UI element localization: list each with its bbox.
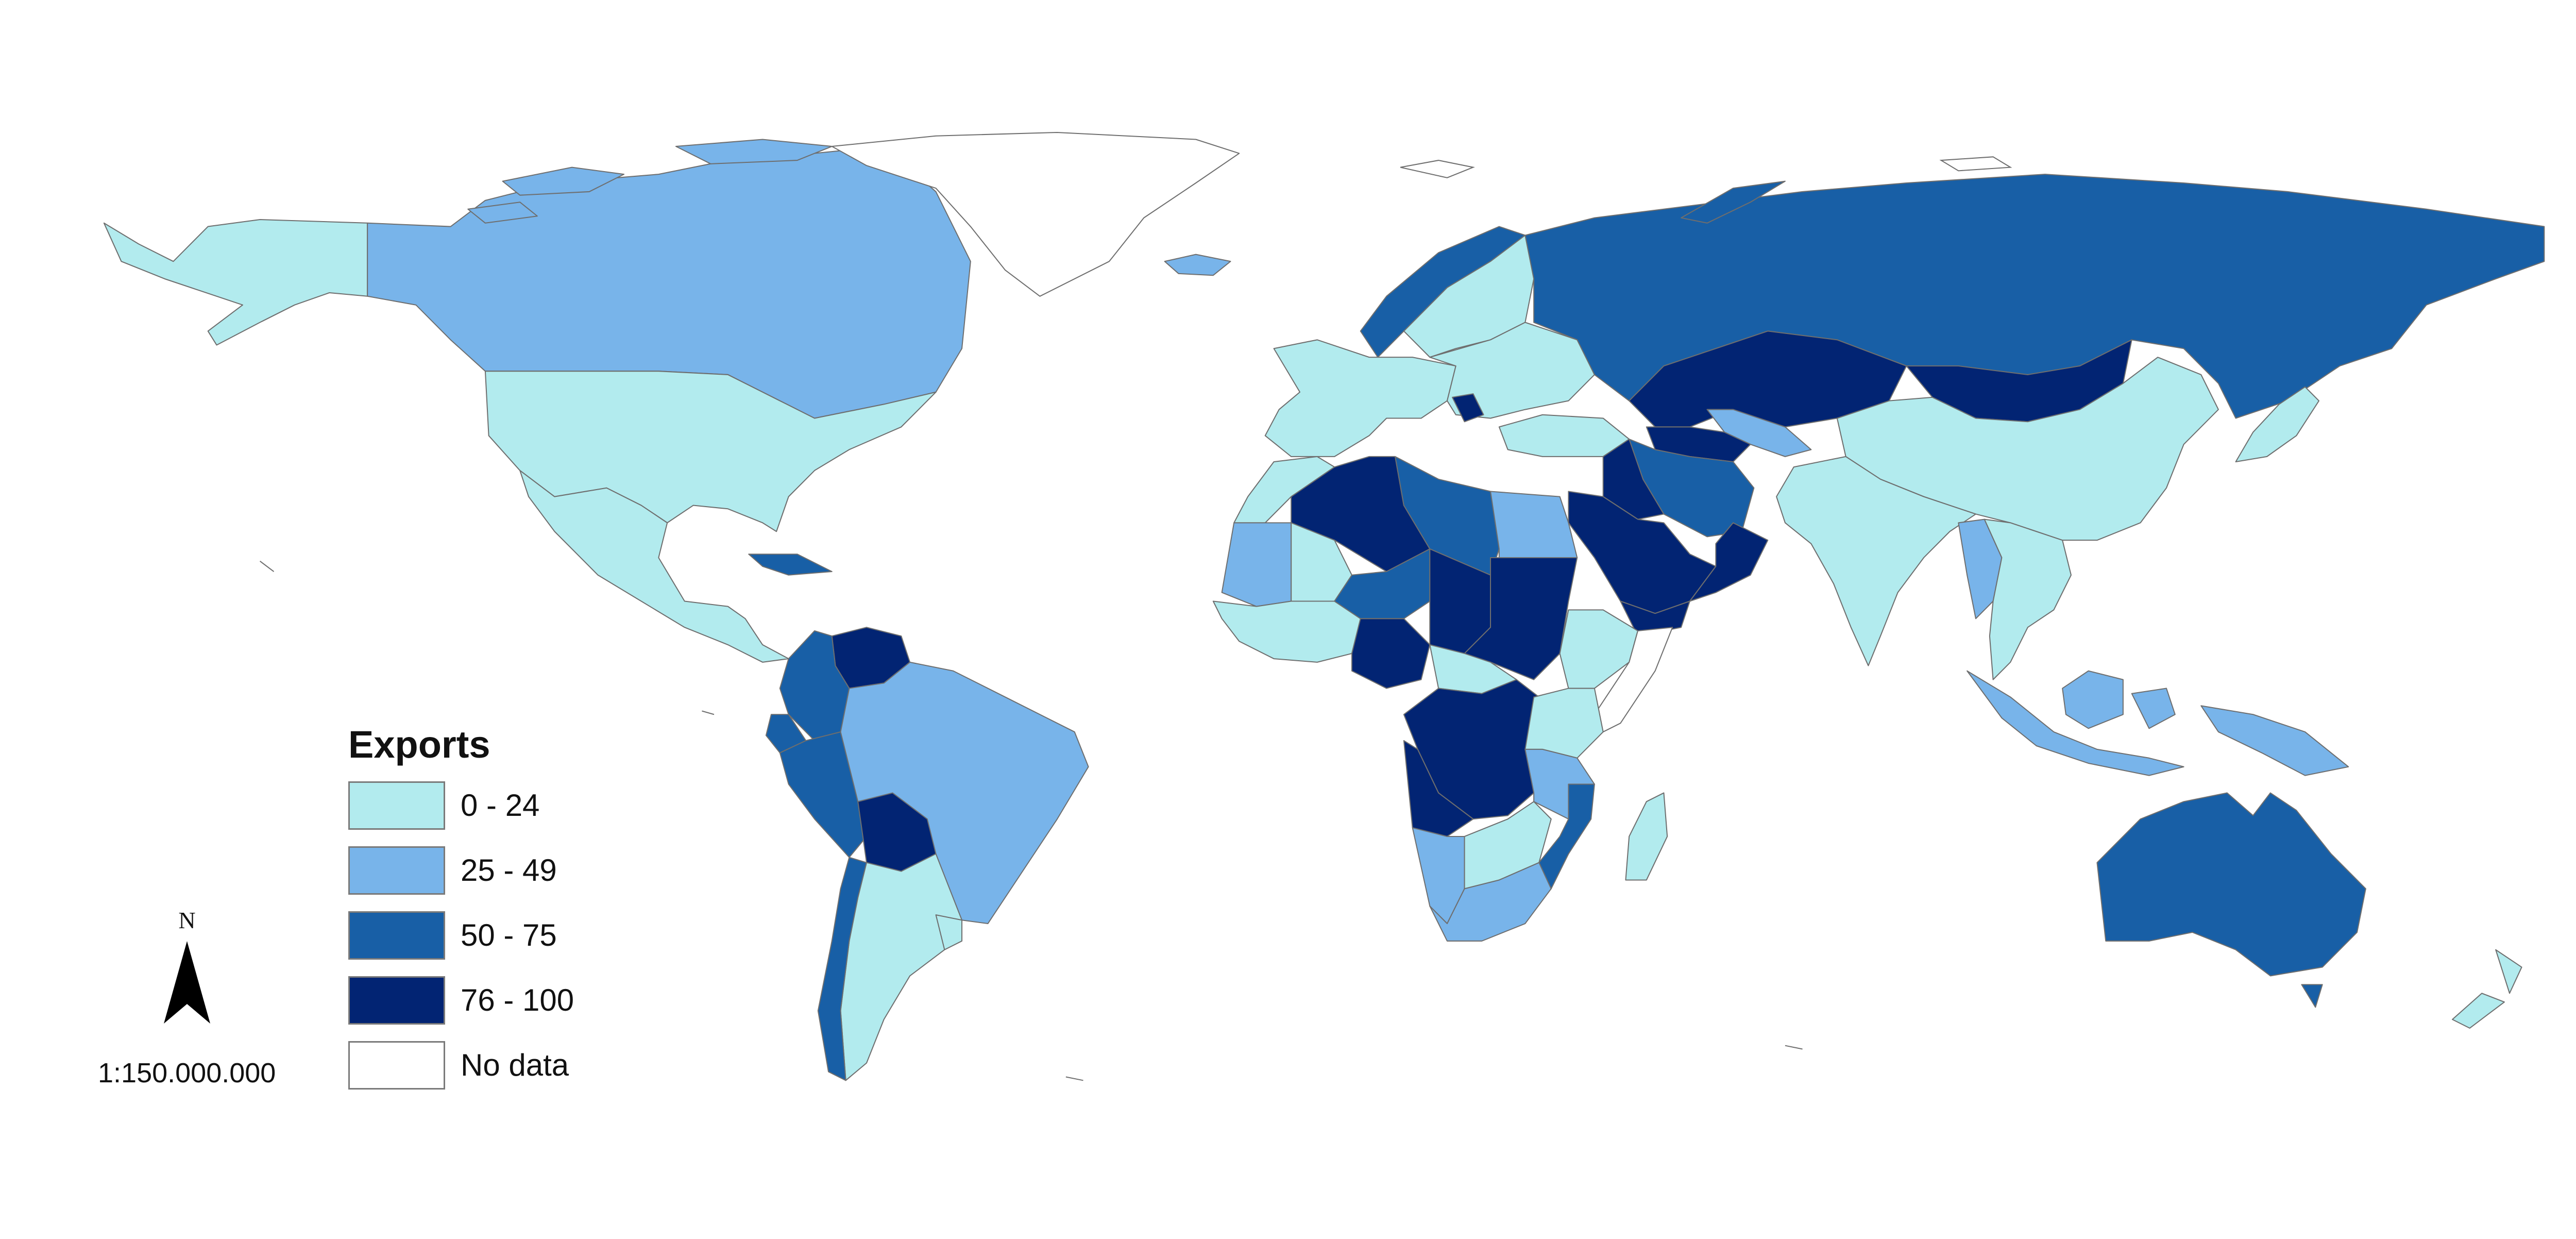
region-indonesia xyxy=(2131,688,2176,729)
map-legend: Exports 0 - 24 25 - 49 50 - 75 76 - 100 … xyxy=(348,716,709,1108)
region-iceland xyxy=(1164,254,1231,276)
region-greenland xyxy=(831,131,1240,297)
region-canada xyxy=(502,166,625,196)
region-russia xyxy=(1681,180,1786,224)
region-chile xyxy=(817,857,868,1081)
legend-item: 50 - 75 xyxy=(348,911,709,963)
region-canada xyxy=(675,139,833,164)
region-australia xyxy=(2301,984,2323,1008)
legend-swatch xyxy=(348,911,445,960)
legend-swatch xyxy=(348,846,445,895)
region-india xyxy=(1776,456,1976,666)
region-mauritania xyxy=(1221,522,1292,607)
north-label: N xyxy=(178,907,196,933)
legend-label: 50 - 75 xyxy=(461,918,557,952)
region-cuba xyxy=(748,554,833,576)
legend-title: Exports xyxy=(348,723,490,766)
region-alaska xyxy=(103,219,368,346)
region-australia xyxy=(2096,792,2366,977)
legend-item: 25 - 49 xyxy=(348,846,709,898)
region-mexico-and-central-america xyxy=(519,470,789,663)
region-indonesia xyxy=(1967,670,2184,776)
north-arrow: N xyxy=(159,905,215,1024)
legend-swatch xyxy=(348,781,445,830)
region-canada xyxy=(467,202,538,224)
region-new-zealand xyxy=(2495,949,2522,994)
region-niger xyxy=(1334,548,1431,620)
country-regions xyxy=(103,131,2545,1081)
region-oman xyxy=(1689,522,1769,602)
region-nigeria xyxy=(1351,618,1431,689)
coastline-details xyxy=(259,156,2012,1081)
region-southeast-asia xyxy=(1984,518,2072,680)
region-uruguay xyxy=(935,914,963,950)
north-arrow-icon xyxy=(164,941,210,1024)
legend-item: 76 - 100 xyxy=(348,976,709,1028)
region-dr-congo xyxy=(1403,679,1540,820)
region-west-africa xyxy=(1212,600,1361,663)
legend-item: 0 - 24 xyxy=(348,781,709,833)
map-scale: 1:150.000.000 xyxy=(98,1058,276,1089)
legend-label: 0 - 24 xyxy=(461,788,540,823)
legend-label: 76 - 100 xyxy=(461,983,574,1017)
legend-swatch xyxy=(348,976,445,1025)
region-sweden-and-finland xyxy=(1403,235,1535,358)
region-indonesia xyxy=(2062,670,2124,729)
region-kenya xyxy=(1524,688,1604,759)
region-madagascar xyxy=(1625,792,1668,881)
region-japan xyxy=(2235,386,2320,463)
region-south-africa xyxy=(1429,862,1552,942)
region-new-zealand xyxy=(2452,993,2505,1029)
region-egypt xyxy=(1490,491,1578,558)
legend-label: No data xyxy=(461,1048,569,1082)
legend-swatch xyxy=(348,1041,445,1090)
region-serbia xyxy=(1452,393,1484,423)
region-papua-new-guinea xyxy=(2200,705,2349,776)
region-brazil xyxy=(840,661,1089,925)
region-western-europe xyxy=(1264,339,1456,457)
legend-label: 25 - 49 xyxy=(461,853,557,888)
region-turkey xyxy=(1498,414,1630,457)
region-sudan xyxy=(1464,557,1578,680)
legend-item: No data xyxy=(348,1041,709,1093)
